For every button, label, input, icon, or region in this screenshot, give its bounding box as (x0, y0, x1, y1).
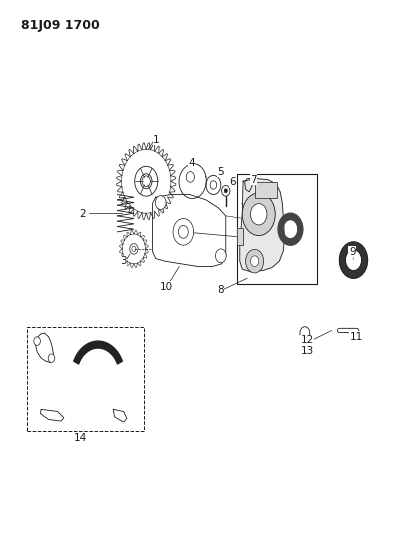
Text: 14: 14 (74, 433, 87, 443)
Polygon shape (152, 195, 226, 266)
Text: 81J09 1700: 81J09 1700 (21, 19, 99, 31)
Bar (237, 174, 317, 284)
Bar (27, 327, 144, 431)
Circle shape (48, 354, 55, 362)
Text: 12: 12 (300, 335, 314, 345)
Circle shape (242, 193, 275, 236)
Circle shape (300, 327, 310, 340)
Text: 8: 8 (217, 286, 224, 295)
Polygon shape (40, 409, 64, 421)
Polygon shape (35, 333, 54, 362)
Circle shape (250, 256, 259, 266)
Text: 1: 1 (153, 135, 160, 144)
Circle shape (34, 337, 40, 345)
Circle shape (215, 249, 226, 263)
Text: 3: 3 (120, 256, 127, 266)
Text: 11: 11 (350, 332, 363, 342)
Polygon shape (337, 328, 359, 333)
Text: 10: 10 (160, 282, 173, 292)
Text: 13: 13 (300, 346, 314, 356)
Polygon shape (339, 242, 368, 278)
Circle shape (206, 175, 221, 195)
Bar (255, 182, 277, 198)
Polygon shape (278, 213, 303, 245)
Circle shape (173, 219, 194, 245)
Polygon shape (74, 341, 122, 364)
Circle shape (222, 185, 230, 196)
Polygon shape (113, 409, 127, 422)
Text: 5: 5 (217, 167, 224, 176)
Polygon shape (179, 164, 206, 198)
Text: 2: 2 (79, 209, 86, 219)
Circle shape (224, 189, 227, 193)
Circle shape (155, 196, 166, 209)
Text: 7: 7 (250, 175, 257, 184)
Polygon shape (245, 179, 252, 192)
Circle shape (246, 249, 264, 273)
Circle shape (178, 225, 188, 238)
Polygon shape (240, 179, 284, 272)
Text: 4: 4 (188, 158, 195, 167)
Text: 9: 9 (349, 247, 356, 256)
Circle shape (250, 204, 267, 225)
Text: 6: 6 (229, 177, 236, 187)
Polygon shape (237, 228, 243, 245)
